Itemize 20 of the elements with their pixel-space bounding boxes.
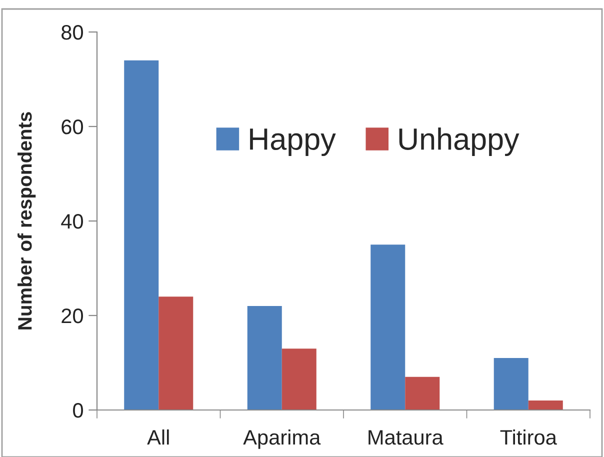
bar (247, 306, 282, 410)
legend-label: Unhappy (399, 128, 520, 156)
bar (124, 60, 159, 410)
y-tick-label: 0 (73, 403, 83, 418)
y-tick-label: 60 (62, 120, 83, 134)
bar (405, 376, 440, 410)
x-tick-label: Titiroa (500, 429, 557, 445)
bar (494, 358, 528, 410)
x-tick-label: All (147, 429, 169, 445)
x-tick-label: Mataura (368, 430, 444, 445)
y-tick-label: 40 (61, 214, 83, 229)
bar (370, 244, 406, 410)
y-tick-label: 80 (62, 25, 83, 40)
bar (158, 296, 194, 410)
y-axis-title: Number of respondents (18, 112, 36, 330)
legend-label: Happy (250, 128, 336, 156)
bar (528, 400, 563, 410)
bar (282, 348, 316, 410)
x-tick-label: Aparima (243, 429, 321, 449)
y-tick-label: 20 (62, 308, 83, 324)
